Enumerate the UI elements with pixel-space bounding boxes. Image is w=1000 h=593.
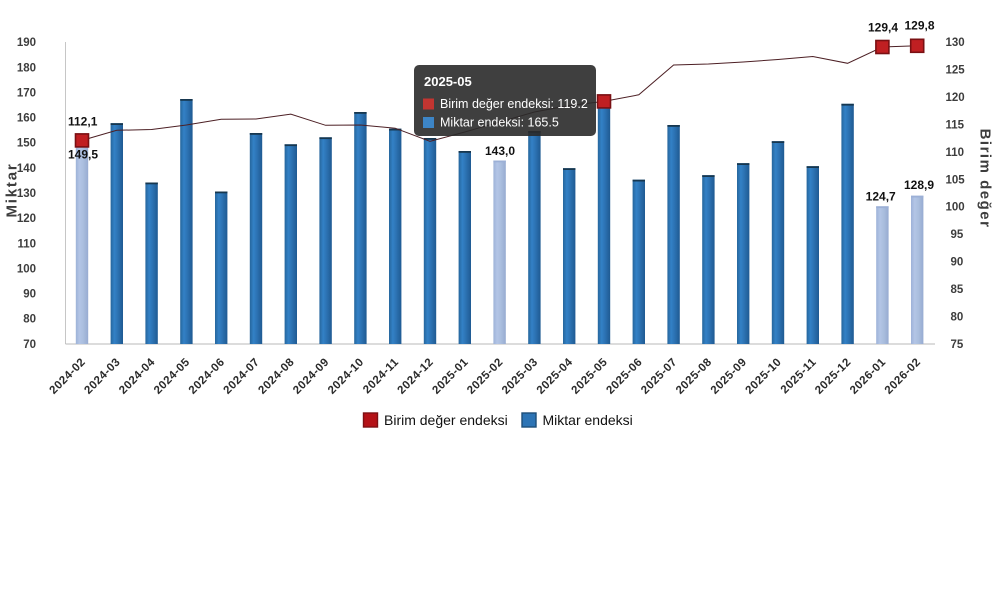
svg-text:120: 120	[17, 213, 36, 225]
svg-text:125: 125	[946, 65, 966, 77]
svg-text:115: 115	[946, 120, 965, 132]
svg-text:129,8: 129,8	[904, 19, 934, 33]
svg-text:100: 100	[946, 202, 965, 214]
svg-text:90: 90	[23, 289, 36, 301]
svg-text:80: 80	[951, 311, 964, 323]
svg-text:160: 160	[17, 113, 36, 125]
svg-text:129,4: 129,4	[868, 21, 898, 35]
svg-text:105: 105	[946, 174, 966, 186]
svg-text:Miktar endeksi: 165.5: Miktar endeksi: 165.5	[440, 116, 559, 130]
svg-text:Miktar: Miktar	[4, 163, 21, 218]
svg-text:85: 85	[951, 284, 964, 296]
svg-text:80: 80	[23, 314, 36, 326]
svg-text:180: 180	[17, 62, 36, 74]
svg-text:90: 90	[951, 257, 964, 269]
svg-text:110: 110	[17, 238, 36, 250]
svg-text:124,7: 124,7	[866, 190, 896, 204]
svg-text:110: 110	[946, 147, 965, 159]
svg-text:170: 170	[17, 88, 36, 100]
svg-text:70: 70	[23, 339, 36, 351]
svg-text:149,5: 149,5	[68, 147, 98, 161]
svg-text:95: 95	[951, 229, 964, 241]
svg-text:100: 100	[17, 263, 36, 275]
svg-text:143,0: 143,0	[485, 144, 515, 158]
svg-text:140: 140	[17, 163, 36, 175]
svg-text:120: 120	[946, 92, 965, 104]
svg-text:128,9: 128,9	[904, 178, 934, 192]
svg-text:2025-05: 2025-05	[424, 74, 472, 89]
svg-text:130: 130	[946, 37, 965, 49]
svg-text:Birim değer endeksi: Birim değer endeksi	[384, 412, 508, 428]
svg-text:112,1: 112,1	[68, 115, 98, 129]
svg-text:Miktar endeksi: Miktar endeksi	[543, 412, 633, 428]
svg-text:150: 150	[17, 138, 36, 150]
svg-text:Birim değer: Birim değer	[977, 129, 994, 229]
svg-text:Birim değer endeksi: 119.2: Birim değer endeksi: 119.2	[440, 97, 588, 111]
svg-text:130: 130	[17, 188, 36, 200]
svg-text:190: 190	[17, 37, 36, 49]
svg-text:75: 75	[951, 339, 964, 351]
